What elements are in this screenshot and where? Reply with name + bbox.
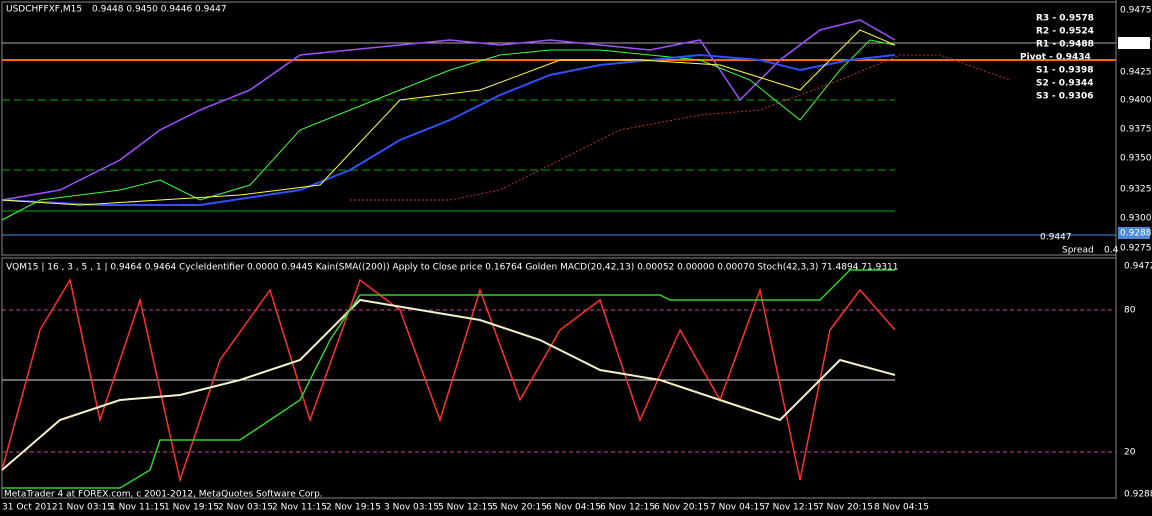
time-tick-label: 6 Nov 12:15 xyxy=(600,503,655,513)
cloud-trace xyxy=(350,54,1011,201)
time-tick-label: 1 Nov 19:15 xyxy=(164,503,219,513)
indicator-header: VQM15 | 16 , 3 , 5 , 1 | 0.9464 0.9464 C… xyxy=(6,263,899,273)
price-tick-label: 0.9425 xyxy=(1120,68,1152,78)
time-tick-label: 6 Nov 20:15 xyxy=(654,503,709,513)
time-tick-label: 2 Nov 11:15 xyxy=(272,503,327,513)
time-tick-label: 31 Oct 2012 xyxy=(2,503,58,513)
pivot-label: R1 - 0.9488 xyxy=(1036,40,1094,50)
time-tick-label: 6 Nov 04:15 xyxy=(546,503,601,513)
price-tick-label: 0.9275 xyxy=(1120,244,1152,254)
price-marker xyxy=(1118,227,1150,239)
labels: USDCHFFXF,M15 0.9448 0.9450 0.9446 0.9447… xyxy=(2,5,1152,513)
pivot-label: S1 - 0.9398 xyxy=(1036,66,1093,76)
osc-trace xyxy=(1,298,896,471)
time-tick-label: 7 Nov 04:15 xyxy=(710,503,765,513)
spread-label: Spread xyxy=(1062,246,1094,256)
pivot-label: S3 - 0.9306 xyxy=(1036,92,1093,102)
indicator-tick-label: 80 xyxy=(1124,306,1136,316)
price-tick-label: 0.9300 xyxy=(1120,214,1152,224)
chart-symbol: USDCHFFXF,M15 xyxy=(6,5,82,15)
indicator-tick-label: 0.9472 xyxy=(1124,262,1152,272)
time-tick-label: 2 Nov 19:15 xyxy=(326,503,381,513)
price-tick-label: 0.9375 xyxy=(1120,125,1152,135)
pivot-label: R2 - 0.9524 xyxy=(1036,27,1094,37)
price-tick-label: 0.9400 xyxy=(1120,96,1152,106)
last-price: 0.9447 xyxy=(1040,233,1072,243)
osc-trace xyxy=(1,277,896,483)
osc-trace xyxy=(2,269,895,489)
price-marker xyxy=(1118,37,1150,49)
time-tick-label: 2 Nov 03:15 xyxy=(218,503,273,513)
price-trace xyxy=(1,19,896,201)
spread-value: 0.4 xyxy=(1104,246,1119,256)
time-tick-label: 1 Nov 11:15 xyxy=(110,503,165,513)
price-tick-label: 0.9325 xyxy=(1120,185,1152,195)
price-tick-label: 0.9447 xyxy=(1120,39,1152,49)
pivot-label: S2 - 0.9344 xyxy=(1036,79,1093,89)
price-trace xyxy=(1,29,896,206)
pivot-label: R3 - 0.9578 xyxy=(1036,14,1094,24)
time-tick-label: 3 Nov 03:15 xyxy=(384,503,439,513)
time-tick-label: 7 Nov 12:15 xyxy=(764,503,819,513)
indicator-tick-label: 0.9288 xyxy=(1124,490,1152,500)
price-trace xyxy=(1,53,896,206)
pivot-label: Pivot - 0.9434 xyxy=(1020,53,1091,63)
price-trace xyxy=(1,39,896,221)
price-tick-label: 0.9288 xyxy=(1120,229,1152,239)
time-tick-label: 8 Nov 04:15 xyxy=(874,503,929,513)
time-tick-label: 5 Nov 12:15 xyxy=(438,503,493,513)
time-tick-label: 7 Nov 20:15 xyxy=(818,503,873,513)
time-tick-label: 5 Nov 20:15 xyxy=(492,503,547,513)
copyright: MetaTrader 4 at FOREX.com, c 2001-2012, … xyxy=(4,490,323,500)
chart-quote: 0.9448 0.9450 0.9446 0.9447 xyxy=(92,5,227,15)
time-tick-label: 1 Nov 03:15 xyxy=(58,503,113,513)
price-tick-label: 0.9350 xyxy=(1120,154,1152,164)
price-tick-label: 0.9475 xyxy=(1120,6,1152,16)
indicator-tick-label: 20 xyxy=(1124,448,1136,458)
